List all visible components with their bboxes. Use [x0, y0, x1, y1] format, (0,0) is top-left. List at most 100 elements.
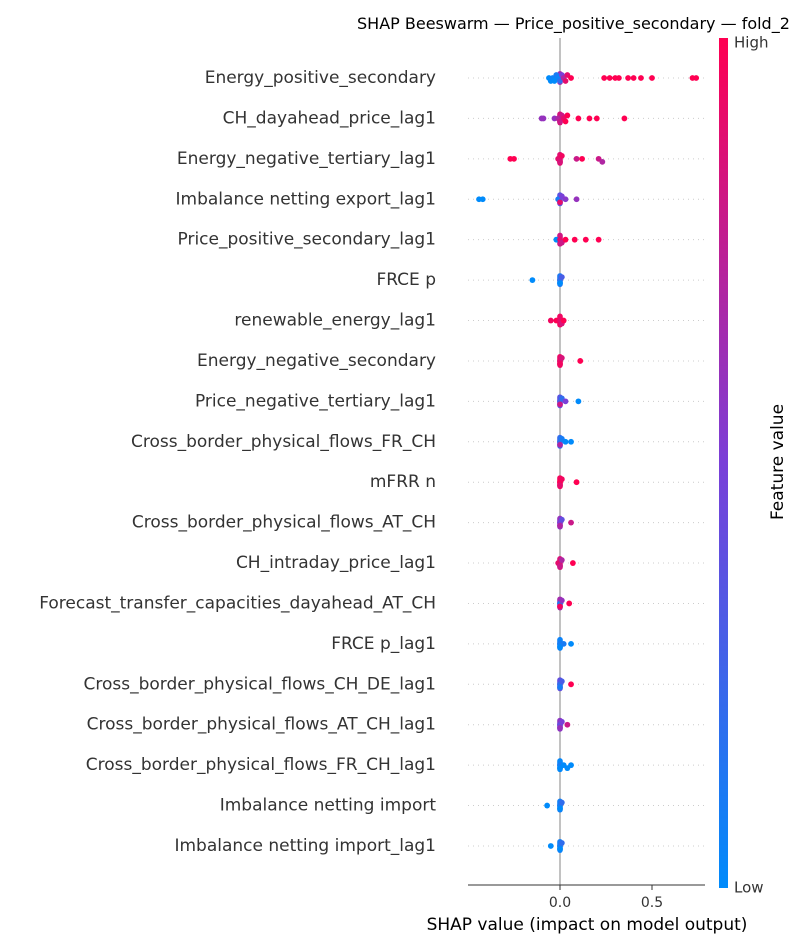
shap-point: [630, 75, 637, 81]
shap-point: [557, 441, 563, 448]
shap-point: [557, 482, 563, 489]
shap-point: [562, 196, 569, 203]
shap-point: [557, 199, 563, 206]
shap-point: [547, 317, 554, 324]
shap-point: [573, 196, 580, 203]
x-axis-ticks: 0.0 0.5: [549, 885, 663, 911]
shap-point: [558, 678, 565, 685]
shap-point: [511, 155, 517, 162]
feature-label: Forecast_transfer_capacities_dayahead_AT…: [39, 593, 436, 613]
shap-point: [575, 398, 582, 405]
shap-point: [558, 557, 565, 563]
shap-point: [547, 843, 554, 849]
shap-point: [577, 358, 584, 364]
shap-point: [558, 718, 565, 725]
feature-label: Price_negative_tertiary_lag1: [195, 391, 436, 411]
feature-label: Cross_border_physical_flows_AT_CH_lag1: [87, 715, 436, 735]
shap-point: [573, 155, 580, 162]
shap-point: [562, 236, 569, 243]
shap-point: [562, 78, 569, 84]
shap-point: [575, 115, 582, 122]
shap-point: [557, 805, 563, 812]
feature-label: Energy_negative_secondary: [197, 351, 436, 371]
feature-label: Cross_border_physical_flows_FR_CH_lag1: [86, 755, 436, 775]
chart-title: SHAP Beeswarm — Price_positive_secondary…: [357, 14, 790, 34]
colorbar-low-label: Low: [734, 879, 764, 897]
shap-point: [571, 236, 578, 243]
shap-point: [558, 274, 565, 280]
shap-point: [564, 721, 571, 728]
colorbar: [719, 38, 728, 888]
shap-point: [568, 681, 574, 688]
shap-point: [562, 118, 569, 125]
feature-label: Energy_positive_secondary: [205, 68, 436, 88]
feature-label: Cross_border_physical_flows_AT_CH: [132, 513, 436, 533]
shap-point: [638, 75, 644, 81]
shap-point: [544, 802, 551, 809]
feature-label: mFRR n: [370, 472, 436, 492]
feature-label: FRCE p_lag1: [331, 634, 436, 654]
shap-point: [601, 75, 608, 81]
shap-point: [557, 684, 563, 691]
shap-point: [562, 438, 569, 445]
shap-point: [566, 600, 573, 607]
shap-point: [558, 476, 565, 483]
shap-point: [557, 158, 563, 165]
shap-point: [479, 196, 486, 203]
shap-point: [649, 75, 655, 81]
x-axis-label: SHAP value (impact on model output): [427, 915, 748, 935]
data-points: [476, 71, 700, 853]
shap-point: [568, 519, 574, 526]
shap-point: [625, 75, 631, 81]
shap-point: [568, 75, 574, 81]
colorbar-high-label: High: [734, 34, 768, 52]
shap-point: [615, 75, 622, 81]
shap-point: [599, 158, 606, 165]
shap-point: [582, 236, 589, 243]
shap-point: [595, 236, 602, 243]
feature-label: Cross_border_physical_flows_FR_CH: [131, 432, 436, 452]
x-tick-label: 0.0: [549, 895, 571, 911]
shap-point: [557, 846, 563, 852]
colorbar-label: Feature value: [768, 404, 788, 520]
shap-point: [557, 603, 563, 610]
shap-point: [558, 152, 565, 159]
shap-point: [593, 115, 600, 122]
shap-point: [568, 640, 574, 647]
shap-point: [557, 522, 563, 529]
feature-label: FRCE p: [376, 270, 436, 290]
feature-rows: Energy_positive_secondary CH_dayahead_pri…: [39, 68, 705, 856]
shap-point: [540, 115, 547, 122]
feature-label: renewable_energy_lag1: [234, 311, 436, 331]
shap-point: [558, 840, 565, 846]
shap-point: [557, 563, 563, 569]
shap-point: [557, 724, 563, 731]
shap-point: [586, 115, 593, 122]
shap-point: [560, 317, 567, 324]
feature-label: Energy_negative_tertiary_lag1: [177, 149, 436, 169]
shap-point: [529, 277, 536, 283]
shap-point: [606, 75, 613, 81]
shap-point: [558, 355, 565, 361]
shap-point: [557, 361, 563, 367]
shap-point: [557, 280, 563, 286]
feature-label: CH_intraday_price_lag1: [236, 553, 436, 573]
shap-point: [579, 155, 585, 162]
shap-point: [560, 640, 567, 647]
shap-point: [621, 115, 628, 122]
shap-point: [569, 560, 576, 566]
shap-point: [568, 762, 574, 769]
feature-label: Cross_border_physical_flows_CH_DE_lag1: [83, 674, 436, 694]
shap-point: [558, 516, 565, 523]
shap-point: [562, 398, 569, 405]
shap-point: [557, 401, 563, 408]
shap-point: [573, 479, 580, 486]
shap-point: [558, 597, 565, 604]
feature-label: Price_positive_secondary_lag1: [178, 230, 437, 250]
shap-point: [564, 112, 571, 119]
feature-label: Imbalance netting import_lag1: [174, 836, 436, 856]
shap-point: [568, 438, 574, 445]
shap-point: [558, 799, 565, 806]
x-tick-label: 0.5: [641, 895, 663, 911]
